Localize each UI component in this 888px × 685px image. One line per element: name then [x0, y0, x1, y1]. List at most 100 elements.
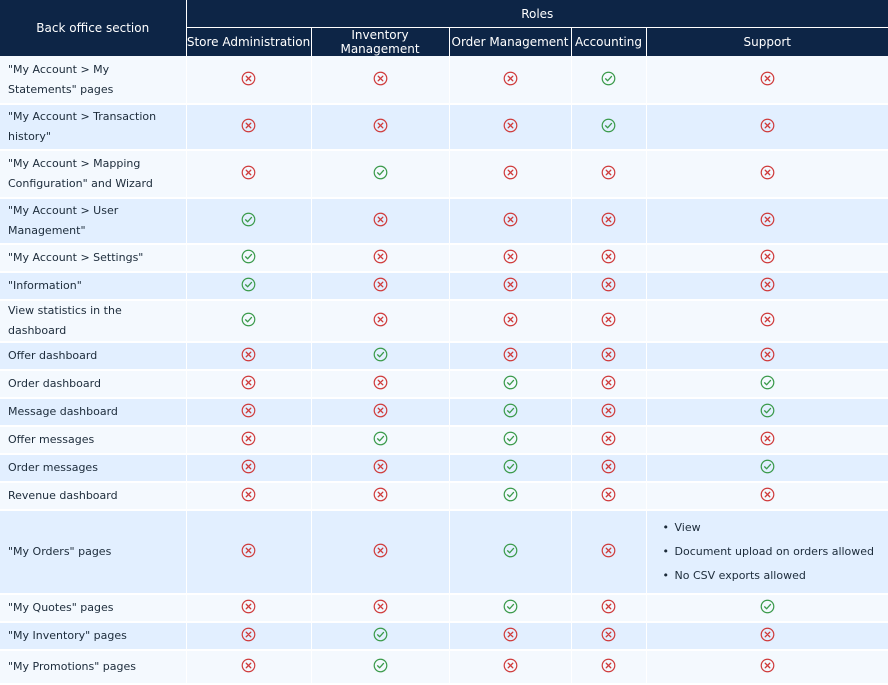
x-circle-icon	[601, 212, 616, 230]
check-circle-icon	[601, 118, 616, 136]
check-circle-icon	[373, 658, 388, 676]
x-circle-icon	[760, 431, 775, 449]
table-row: "My Account > Settings"	[0, 244, 888, 273]
permission-cell	[571, 56, 647, 105]
x-circle-icon	[601, 165, 616, 183]
permission-cell	[571, 454, 647, 483]
row-label: View statistics in the dashboard	[0, 300, 187, 343]
x-circle-icon	[373, 277, 388, 295]
permission-cell	[186, 272, 312, 301]
x-circle-icon	[241, 71, 256, 89]
permission-cell	[449, 398, 572, 427]
x-circle-icon	[241, 627, 256, 645]
permission-cell	[646, 370, 888, 399]
permission-cell	[571, 426, 647, 455]
table-body: "My Account > My Statements" pages "My Ac…	[0, 56, 888, 685]
check-circle-icon	[241, 249, 256, 267]
x-circle-icon	[373, 375, 388, 393]
permission-cell	[571, 342, 647, 371]
check-circle-icon	[601, 71, 616, 89]
x-circle-icon	[760, 487, 775, 505]
permission-cell	[311, 370, 450, 399]
x-circle-icon	[241, 347, 256, 365]
permission-cell	[571, 300, 647, 343]
x-circle-icon	[601, 403, 616, 421]
table-header: Back office section Roles Store Administ…	[0, 0, 888, 56]
x-circle-icon	[760, 627, 775, 645]
permission-cell	[186, 622, 312, 651]
column-header-support: Support	[645, 27, 888, 56]
permission-cell	[186, 510, 312, 595]
permission-cell	[186, 370, 312, 399]
x-circle-icon	[760, 312, 775, 330]
x-circle-icon	[373, 599, 388, 617]
row-label: Order messages	[0, 454, 187, 483]
x-circle-icon	[503, 658, 518, 676]
check-circle-icon	[760, 375, 775, 393]
check-circle-icon	[503, 459, 518, 477]
roles-group-header: Roles	[185, 0, 888, 28]
x-circle-icon	[503, 627, 518, 645]
permission-cell	[449, 426, 572, 455]
permission-cell	[186, 300, 312, 343]
x-circle-icon	[601, 658, 616, 676]
x-circle-icon	[760, 658, 775, 676]
x-circle-icon	[373, 118, 388, 136]
table-row: Order dashboard	[0, 370, 888, 399]
x-circle-icon	[760, 277, 775, 295]
permission-cell	[571, 510, 647, 595]
permission-cell	[449, 244, 572, 273]
permission-cell	[186, 398, 312, 427]
permission-cell	[571, 198, 647, 245]
x-circle-icon	[241, 658, 256, 676]
row-label: Offer messages	[0, 426, 187, 455]
permission-cell	[311, 398, 450, 427]
x-circle-icon	[373, 487, 388, 505]
permission-cell	[646, 150, 888, 199]
table-row: "My Promotions" pages	[0, 650, 888, 685]
permission-cell	[186, 342, 312, 371]
table-row: Order messages	[0, 454, 888, 483]
x-circle-icon	[241, 459, 256, 477]
column-header-inventory-management: Inventory Management	[310, 27, 449, 56]
check-circle-icon	[241, 212, 256, 230]
permission-cell	[311, 198, 450, 245]
x-circle-icon	[601, 375, 616, 393]
permission-cell	[646, 198, 888, 245]
x-circle-icon	[241, 599, 256, 617]
row-label: "Information"	[0, 272, 187, 301]
permission-cell	[449, 650, 572, 685]
x-circle-icon	[503, 212, 518, 230]
permission-cell	[186, 104, 312, 151]
x-circle-icon	[760, 165, 775, 183]
x-circle-icon	[373, 543, 388, 561]
permission-cell	[186, 426, 312, 455]
x-circle-icon	[241, 487, 256, 505]
permission-cell	[571, 398, 647, 427]
permission-cell	[646, 104, 888, 151]
check-circle-icon	[373, 347, 388, 365]
x-circle-icon	[601, 431, 616, 449]
support-notes-list: ViewDocument upload on orders allowedNo …	[647, 516, 888, 588]
permission-cell	[311, 272, 450, 301]
x-circle-icon	[241, 543, 256, 561]
permission-cell	[449, 198, 572, 245]
permission-cell: ViewDocument upload on orders allowedNo …	[646, 510, 888, 595]
check-circle-icon	[503, 543, 518, 561]
permission-cell	[449, 454, 572, 483]
permission-cell	[186, 454, 312, 483]
x-circle-icon	[241, 403, 256, 421]
permission-cell	[571, 244, 647, 273]
check-circle-icon	[241, 312, 256, 330]
permission-cell	[646, 454, 888, 483]
permission-cell	[571, 650, 647, 685]
permission-cell	[571, 482, 647, 511]
row-label: Revenue dashboard	[0, 482, 187, 511]
row-label: "My Account > User Management"	[0, 198, 187, 245]
x-circle-icon	[241, 375, 256, 393]
x-circle-icon	[601, 347, 616, 365]
table-row: Message dashboard	[0, 398, 888, 427]
check-circle-icon	[241, 277, 256, 295]
permission-cell	[186, 594, 312, 623]
permission-cell	[449, 510, 572, 595]
